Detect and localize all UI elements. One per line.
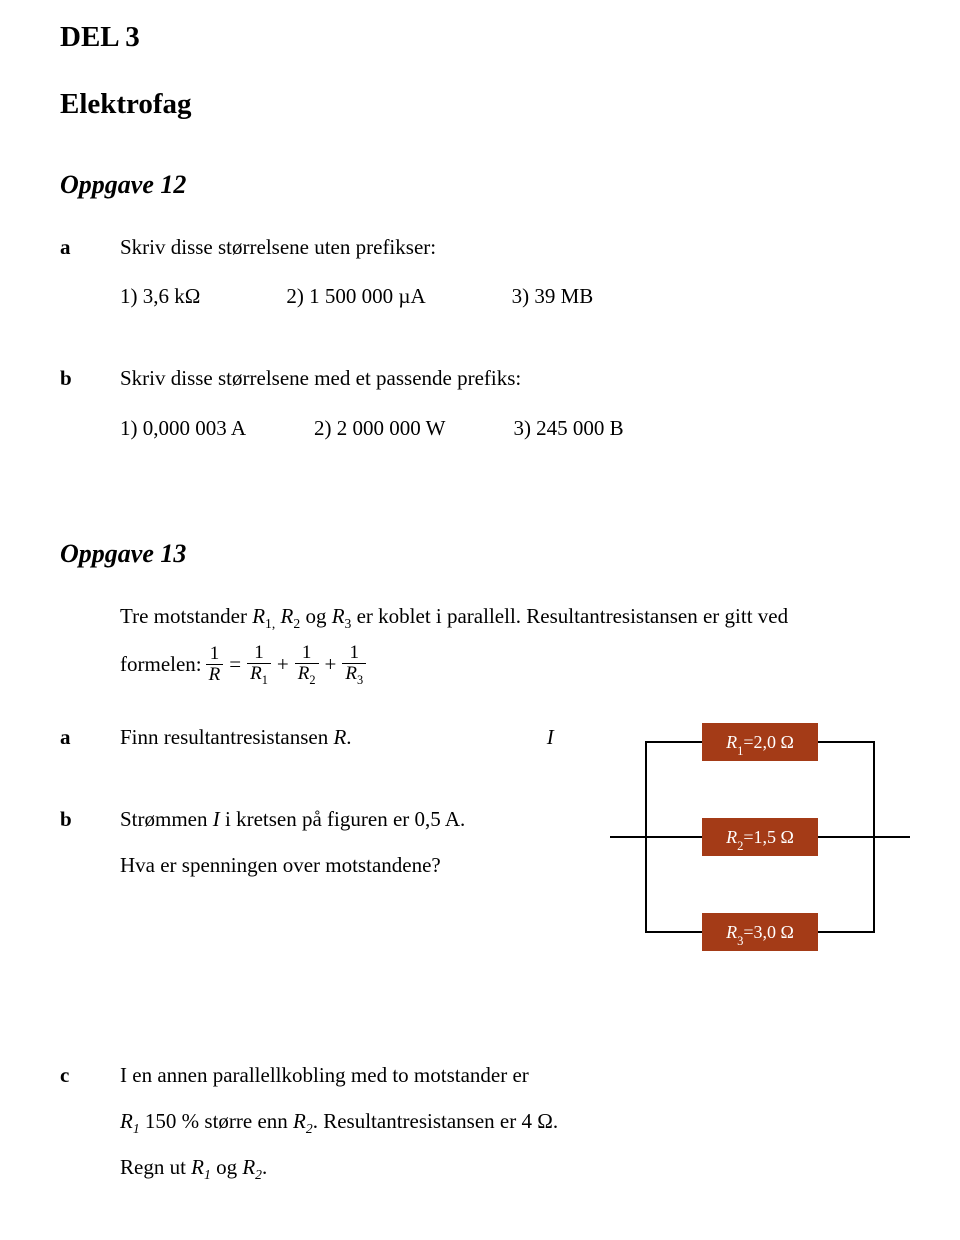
oppgave12-a-items: 1) 3,6 kΩ 2) 1 500 000 µA 3) 39 MB	[120, 277, 900, 317]
oppgave12-b-text: Skriv disse størrelsene med et passende …	[120, 359, 900, 399]
oppgave13-formula-line: formelen: 1R = 1R1 + 1R2 + 1R3	[120, 643, 900, 687]
oppgave12-a-label: a	[60, 228, 120, 268]
current-I-label: I	[547, 718, 554, 758]
oppgave12-a-text: Skriv disse størrelsene uten prefikser:	[120, 228, 900, 268]
circuit-diagram: R1=2,0 ΩR2=1,5 ΩR3=3,0 Ω	[610, 692, 910, 1013]
oppgave13-title: Oppgave 13	[60, 529, 900, 578]
oppgave13-intro-line1: Tre motstander R1, R2 og R3 er koblet i …	[120, 597, 900, 637]
list-item: 2) 2 000 000 W	[314, 409, 445, 449]
subject-heading: Elektrofag	[60, 77, 900, 132]
oppgave13-c-line1: I en annen parallellkobling med to motst…	[120, 1056, 900, 1096]
oppgave13-c-label: c	[60, 1056, 120, 1096]
oppgave13-c-line3: Regn ut R1 og R2.	[120, 1148, 900, 1188]
list-item: 2) 1 500 000 µA	[286, 277, 425, 317]
oppgave13-c-line2: R1 150 % større enn R2. Resultantresista…	[120, 1102, 900, 1142]
list-item: 3) 39 MB	[512, 277, 594, 317]
section-heading: DEL 3	[60, 10, 900, 65]
oppgave12-title: Oppgave 12	[60, 160, 900, 209]
oppgave12-b-label: b	[60, 359, 120, 399]
oppgave12-b-items: 1) 0,000 003 A 2) 2 000 000 W 3) 245 000…	[120, 409, 900, 449]
list-item: 3) 245 000 B	[513, 409, 623, 449]
formula: 1R = 1R1 + 1R2 + 1R3	[206, 643, 366, 687]
oppgave13-b-label: b	[60, 800, 120, 840]
list-item: 1) 0,000 003 A	[120, 409, 246, 449]
oppgave13-a-label: a	[60, 718, 120, 758]
list-item: 1) 3,6 kΩ	[120, 277, 200, 317]
